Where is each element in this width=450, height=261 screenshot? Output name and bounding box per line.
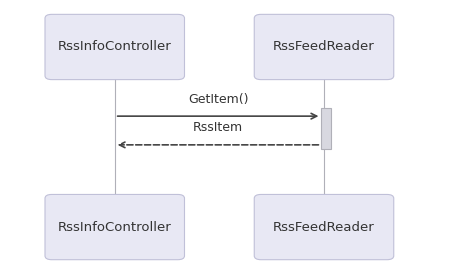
Text: GetItem(): GetItem() bbox=[188, 93, 248, 106]
FancyBboxPatch shape bbox=[254, 194, 394, 260]
Text: RssItem: RssItem bbox=[193, 121, 243, 134]
FancyBboxPatch shape bbox=[45, 194, 184, 260]
Text: RssInfoController: RssInfoController bbox=[58, 40, 171, 54]
Bar bbox=[321, 108, 331, 149]
FancyBboxPatch shape bbox=[254, 14, 394, 80]
Text: RssFeedReader: RssFeedReader bbox=[273, 40, 375, 54]
Text: RssInfoController: RssInfoController bbox=[58, 221, 171, 234]
FancyBboxPatch shape bbox=[45, 14, 184, 80]
Text: RssFeedReader: RssFeedReader bbox=[273, 221, 375, 234]
